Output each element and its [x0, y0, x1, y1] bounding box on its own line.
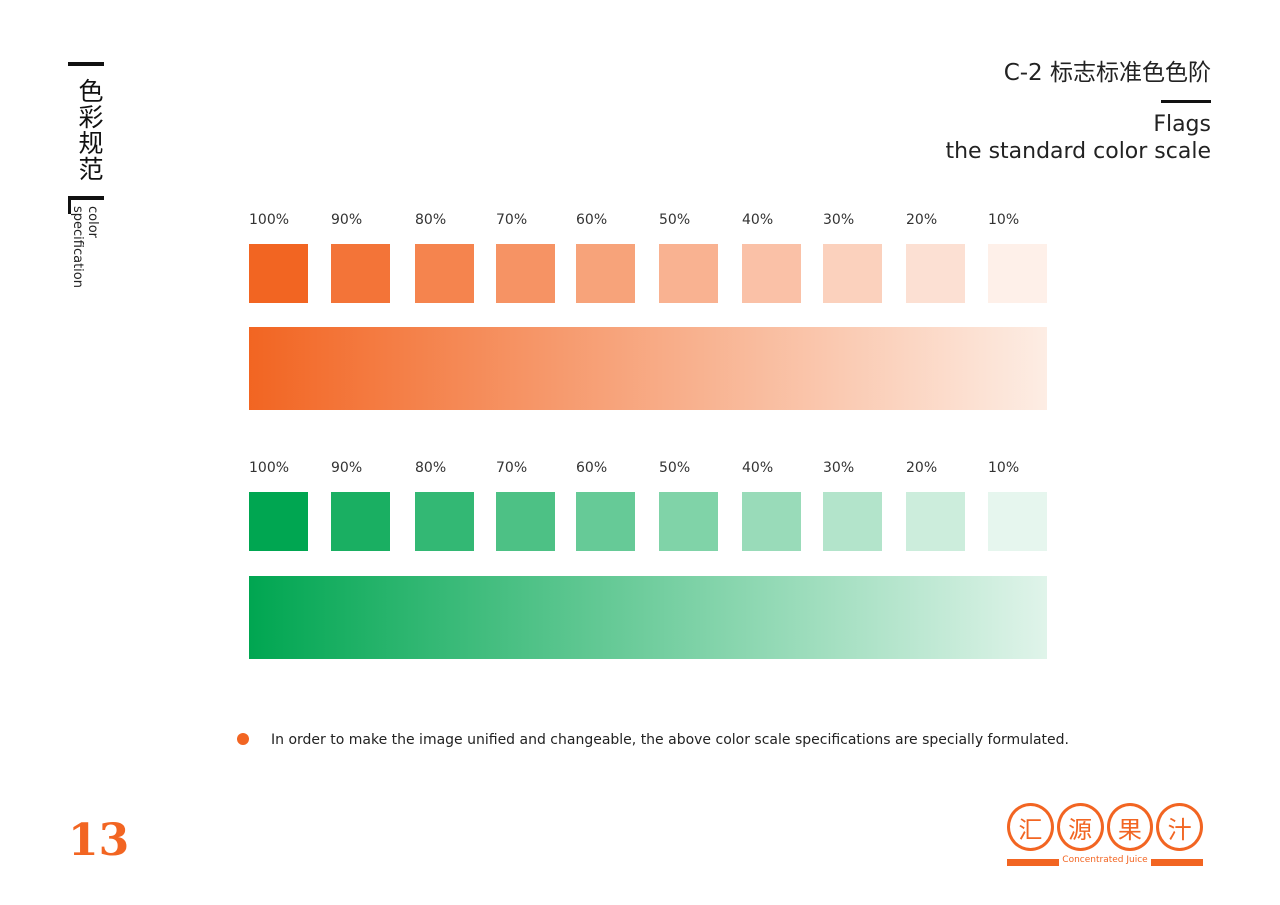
green-tint-swatch: [823, 492, 882, 551]
page-title: C-2 标志标准色色阶: [1003, 60, 1211, 86]
green-tint-swatch: [742, 492, 801, 551]
footnote-text: In order to make the image unified and c…: [271, 732, 1069, 748]
logo-circles: 汇 源 果 汁: [1007, 803, 1203, 851]
green-tint-label: 90%: [331, 460, 363, 476]
orange-tint-label: 30%: [823, 212, 855, 228]
orange-tint-label: 60%: [576, 212, 608, 228]
orange-tint-swatch: [659, 244, 718, 303]
orange-tint-label: 20%: [906, 212, 938, 228]
orange-tint-swatch: [823, 244, 882, 303]
green-tint-swatch: [249, 492, 308, 551]
logo-char-1: 汇: [1007, 803, 1054, 851]
logo-underline: Concentrated Juice: [1007, 855, 1203, 866]
green-tint-swatch: [331, 492, 390, 551]
orange-tint-label: 70%: [496, 212, 528, 228]
orange-tint-label: 40%: [742, 212, 774, 228]
green-tint-swatch: [415, 492, 474, 551]
green-tint-swatch: [576, 492, 635, 551]
logo-bar-left: [1007, 859, 1059, 866]
logo-caption: Concentrated Juice: [1062, 855, 1148, 865]
green-color-scale: 100% 90% 80% 70% 60% 50% 40% 30% 20% 10%: [249, 460, 1049, 659]
orange-tint-label: 80%: [415, 212, 447, 228]
section-marker-bar: [68, 62, 104, 66]
page-subtitle-line2: the standard color scale: [945, 139, 1211, 164]
page-header: C-2 标志标准色色阶 Flags the standard color sca…: [945, 58, 1211, 165]
logo-char-4: 汁: [1156, 803, 1203, 851]
orange-tint-swatch: [331, 244, 390, 303]
green-tint-label: 10%: [988, 460, 1020, 476]
orange-gradient-bar: [249, 327, 1047, 410]
green-tint-label: 70%: [496, 460, 528, 476]
green-tint-label: 50%: [659, 460, 691, 476]
orange-tint-label: 50%: [659, 212, 691, 228]
green-tint-swatch: [659, 492, 718, 551]
logo-char-2: 源: [1056, 803, 1104, 851]
orange-tint-swatch: [576, 244, 635, 303]
orange-tint-swatch: [988, 244, 1047, 303]
green-tint-label: 80%: [415, 460, 447, 476]
footnote: In order to make the image unified and c…: [237, 732, 1069, 748]
green-gradient-bar: [249, 576, 1047, 659]
orange-tint-swatch: [415, 244, 474, 303]
section-subtitle: color specification: [70, 206, 100, 288]
orange-color-scale: 100% 90% 80% 70% 60% 50% 40% 30% 20% 10%: [249, 212, 1049, 410]
section-subtitle-line1: color: [85, 206, 100, 239]
section-marker-tick: [68, 196, 71, 214]
logo-char-3: 果: [1106, 803, 1154, 851]
green-tint-label: 100%: [249, 460, 290, 476]
page-subtitle-line1: Flags: [1153, 112, 1211, 137]
orange-tint-swatch: [742, 244, 801, 303]
orange-tint-label: 90%: [331, 212, 363, 228]
green-scale-swatches: [249, 492, 1049, 552]
header-rule: [1161, 100, 1211, 103]
section-subtitle-line2: specification: [70, 206, 85, 288]
green-tint-label: 30%: [823, 460, 855, 476]
brand-logo: 汇 源 果 汁 Concentrated Juice: [1007, 803, 1203, 869]
orange-tint-label: 100%: [249, 212, 290, 228]
green-tint-swatch: [496, 492, 555, 551]
green-tint-swatch: [988, 492, 1047, 551]
orange-tint-swatch: [906, 244, 965, 303]
green-tint-label: 20%: [906, 460, 938, 476]
page-number: 13: [68, 815, 130, 866]
green-tint-label: 40%: [742, 460, 774, 476]
bullet-dot-icon: [237, 732, 249, 745]
section-title: 色彩规范: [75, 78, 104, 182]
section-marker-divider: [68, 196, 104, 200]
green-scale-labels: 100% 90% 80% 70% 60% 50% 40% 30% 20% 10%: [249, 460, 1049, 482]
orange-scale-labels: 100% 90% 80% 70% 60% 50% 40% 30% 20% 10%: [249, 212, 1049, 234]
orange-tint-swatch: [249, 244, 308, 303]
orange-scale-swatches: [249, 244, 1049, 304]
logo-bar-right: [1151, 859, 1203, 866]
orange-tint-label: 10%: [988, 212, 1020, 228]
orange-tint-swatch: [496, 244, 555, 303]
green-tint-swatch: [906, 492, 965, 551]
green-tint-label: 60%: [576, 460, 608, 476]
